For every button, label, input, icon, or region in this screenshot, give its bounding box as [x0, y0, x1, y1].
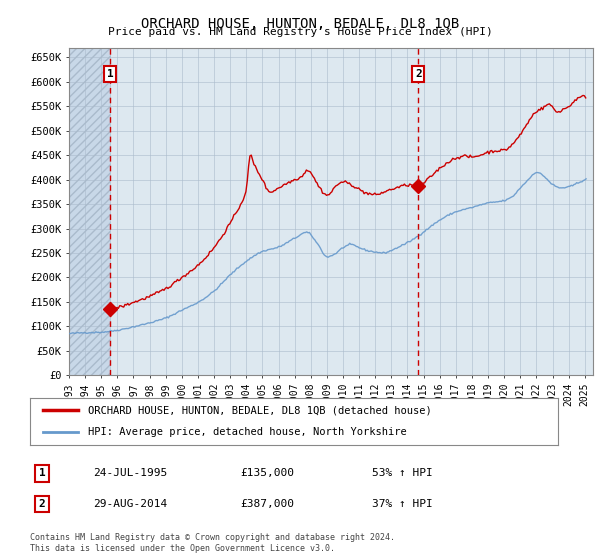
Text: 1: 1: [38, 468, 46, 478]
Text: 2: 2: [415, 69, 422, 79]
Bar: [69, 48, 110, 375]
Text: £135,000: £135,000: [240, 468, 294, 478]
Text: 2: 2: [38, 499, 46, 509]
Text: 53% ↑ HPI: 53% ↑ HPI: [372, 468, 433, 478]
Text: ORCHARD HOUSE, HUNTON, BEDALE, DL8 1QB: ORCHARD HOUSE, HUNTON, BEDALE, DL8 1QB: [141, 17, 459, 31]
Text: HPI: Average price, detached house, North Yorkshire: HPI: Average price, detached house, Nort…: [88, 427, 407, 437]
Text: 29-AUG-2014: 29-AUG-2014: [93, 499, 167, 509]
Text: Price paid vs. HM Land Registry's House Price Index (HPI): Price paid vs. HM Land Registry's House …: [107, 27, 493, 37]
Text: 37% ↑ HPI: 37% ↑ HPI: [372, 499, 433, 509]
Text: Contains HM Land Registry data © Crown copyright and database right 2024.
This d: Contains HM Land Registry data © Crown c…: [30, 533, 395, 553]
Text: ORCHARD HOUSE, HUNTON, BEDALE, DL8 1QB (detached house): ORCHARD HOUSE, HUNTON, BEDALE, DL8 1QB (…: [88, 405, 432, 416]
Text: £387,000: £387,000: [240, 499, 294, 509]
Text: 24-JUL-1995: 24-JUL-1995: [93, 468, 167, 478]
Text: 1: 1: [107, 69, 113, 79]
